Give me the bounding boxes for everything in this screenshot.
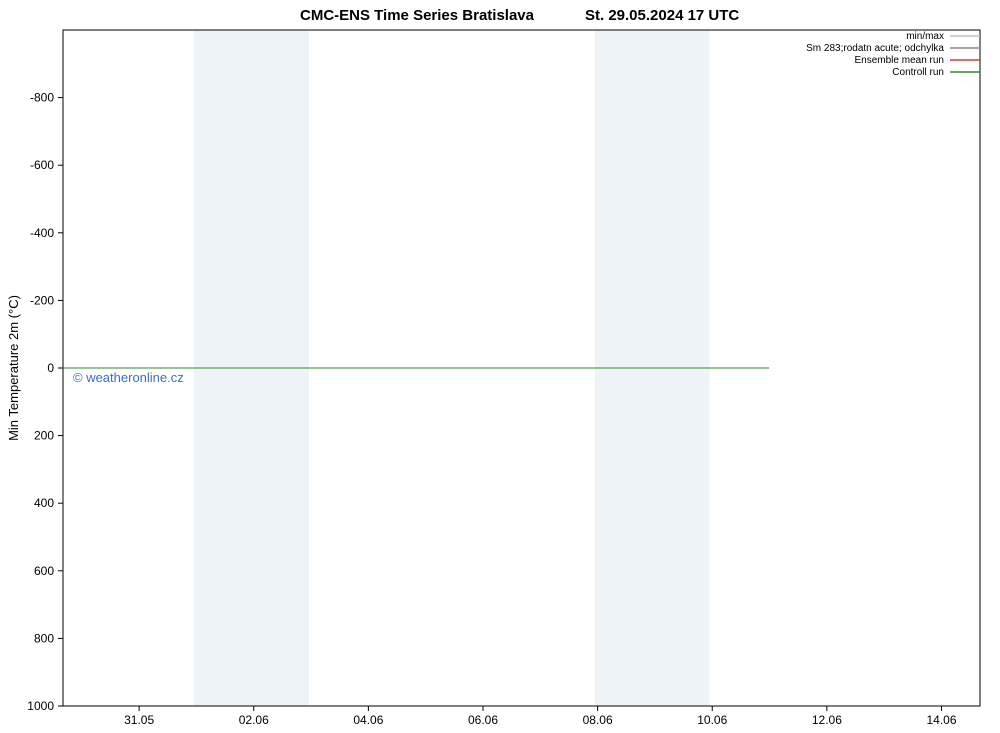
y-tick-label: 400	[34, 496, 54, 510]
chart-title-left: CMC-ENS Time Series Bratislava	[300, 7, 535, 24]
x-tick-label: 06.06	[468, 713, 498, 727]
y-tick-label: -600	[30, 158, 54, 172]
y-tick-label: 600	[34, 564, 54, 578]
y-tick-label: 200	[34, 429, 54, 443]
x-tick-label: 14.06	[926, 713, 956, 727]
x-tick-label: 10.06	[697, 713, 727, 727]
chart-container: -800 -600 -400 -200 0 200 400 600 800 1000 31.05 02…	[0, 0, 1000, 733]
chart-svg: -800 -600 -400 -200 0 200 400 600 800 1000 31.05 02…	[0, 0, 1000, 733]
x-tick-label: 02.06	[239, 713, 269, 727]
x-tick-label: 12.06	[812, 713, 842, 727]
y-tick-label: 1000	[27, 699, 54, 713]
y-tick-label: 800	[34, 631, 54, 645]
x-tick-label: 08.06	[583, 713, 613, 727]
y-tick-label: 0	[47, 361, 54, 375]
y-tick-label: -400	[30, 226, 54, 240]
x-tick-label: 04.06	[353, 713, 383, 727]
chart-title-right: St. 29.05.2024 17 UTC	[585, 7, 739, 24]
legend-label: min/max	[906, 31, 944, 42]
y-axis-label: Min Temperature 2m (°C)	[6, 295, 21, 441]
y-tick-label: -800	[30, 91, 54, 105]
legend-label: Sm 283;rodatn acute; odchylka	[806, 43, 944, 54]
watermark: © weatheronline.cz	[73, 370, 184, 385]
legend-label: Ensemble mean run	[855, 55, 945, 66]
y-tick-label: -200	[30, 293, 54, 307]
legend-label: Controll run	[892, 67, 944, 78]
x-tick-label: 31.05	[124, 713, 154, 727]
